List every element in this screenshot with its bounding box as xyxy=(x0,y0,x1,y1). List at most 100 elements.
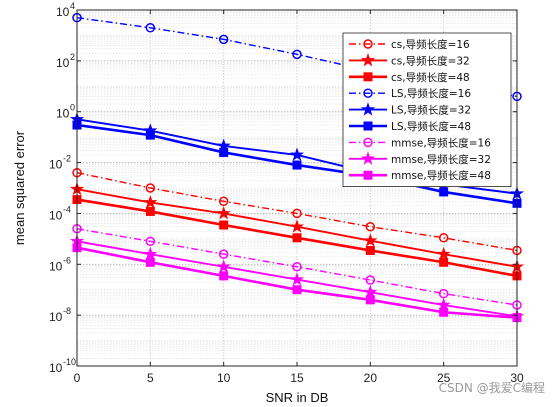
x-tick-label: 20 xyxy=(364,371,378,385)
y-tick-label-base: 10 xyxy=(49,361,63,375)
x-tick-label: 5 xyxy=(147,371,154,385)
data-point xyxy=(292,208,302,219)
y-tick-label-exponent: -8 xyxy=(63,306,71,316)
data-point xyxy=(143,195,158,209)
legend-label: cs,导频长度=48 xyxy=(391,71,470,84)
data-point xyxy=(216,259,231,273)
y-tick-label-exponent: 2 xyxy=(70,52,75,62)
y-tick-label: 10 -8 xyxy=(49,306,71,324)
legend-item: mmse,导频长度=16 xyxy=(349,136,491,149)
y-tick-label-exponent: 4 xyxy=(70,1,75,11)
legend-label: LS,导频长度=48 xyxy=(391,120,471,133)
legend-item: mmse,导频长度=32 xyxy=(349,151,491,166)
data-point xyxy=(436,246,451,261)
data-point xyxy=(218,196,229,207)
y-tick-label: 10 -10 xyxy=(49,357,76,375)
y-tick-label-base: 10 xyxy=(56,5,70,19)
y-tick-label: 10 4 xyxy=(56,1,75,19)
data-point xyxy=(292,262,302,272)
data-point xyxy=(438,233,449,243)
data-point xyxy=(289,219,305,233)
legend-item: cs,导频长度=32 xyxy=(349,52,470,67)
legend-label: cs,导频长度=32 xyxy=(391,54,470,67)
data-point xyxy=(439,307,449,317)
y-tick-label-exponent: -6 xyxy=(63,255,71,265)
y-tick-label-exponent: -4 xyxy=(63,204,71,214)
y-tick-label-exponent: -10 xyxy=(63,357,76,367)
legend-label: mmse,导频长度=16 xyxy=(391,136,491,149)
y-tick-label: 10 0 xyxy=(56,103,75,121)
data-point xyxy=(145,23,156,33)
x-tick-labels: 0 5 10 15 20 25 30 xyxy=(74,371,524,385)
y-tick-label-base: 10 xyxy=(56,107,70,121)
legend-marker xyxy=(363,39,373,49)
x-tick-label: 25 xyxy=(437,371,451,385)
data-point xyxy=(145,257,155,267)
data-point xyxy=(365,221,376,232)
legend-marker xyxy=(363,88,373,98)
y-tick-label: 10 2 xyxy=(56,52,75,70)
legend-marker xyxy=(360,102,376,116)
legend-marker xyxy=(363,121,373,131)
legend-label: mmse,导频长度=48 xyxy=(391,169,491,182)
data-point xyxy=(145,130,155,140)
y-tick-label-base: 10 xyxy=(56,56,70,70)
data-point xyxy=(145,206,155,216)
data-point xyxy=(439,257,449,267)
data-point xyxy=(292,233,302,243)
legend-item: mmse,导频长度=48 xyxy=(349,169,491,182)
x-axis-title: SNR in DB xyxy=(266,390,329,405)
legend-item: LS,导频长度=48 xyxy=(349,120,471,133)
data-point xyxy=(363,233,378,247)
data-point xyxy=(292,49,302,60)
series-group xyxy=(72,223,522,310)
data-point xyxy=(436,297,451,312)
data-point xyxy=(363,284,378,299)
y-tick-label-base: 10 xyxy=(49,259,63,273)
series-line xyxy=(76,172,518,252)
axis-ticks xyxy=(76,9,518,367)
data-point xyxy=(145,236,156,247)
legend: cs,导频长度=16 cs,导频长度=32 cs,导频长度=48 LS,导频长度=16… xyxy=(342,32,512,188)
legend-marker xyxy=(363,137,373,148)
series-group xyxy=(72,243,522,323)
legend-label: LS,导频长度=16 xyxy=(391,87,471,100)
y-tick-label: 10 -6 xyxy=(49,255,71,273)
x-tick-label: 0 xyxy=(74,371,81,385)
data-point xyxy=(365,295,375,305)
data-point xyxy=(365,275,376,285)
data-point xyxy=(143,246,158,261)
data-point xyxy=(289,147,305,161)
y-tick-label-exponent: 0 xyxy=(70,103,75,113)
series-line xyxy=(76,228,518,306)
legend-label: LS,导频长度=32 xyxy=(391,104,471,117)
legend-marker xyxy=(360,52,376,67)
x-tick-label: 10 xyxy=(217,371,231,385)
data-point xyxy=(365,245,375,255)
data-point xyxy=(218,34,229,45)
y-tick-label-base: 10 xyxy=(49,158,63,172)
x-tick-label: 15 xyxy=(290,371,304,385)
legend-marker xyxy=(360,151,376,165)
y-tick-label-exponent: -2 xyxy=(63,154,71,164)
data-point xyxy=(219,220,229,230)
legend-marker xyxy=(363,170,373,180)
data-point xyxy=(292,285,302,295)
legend-item: LS,导频长度=16 xyxy=(349,87,471,100)
y-tick-label: 10 -4 xyxy=(49,204,71,222)
y-tick-label-base: 10 xyxy=(49,208,63,222)
watermark-text: CSDN @我爱C编程 xyxy=(439,380,545,395)
data-point xyxy=(219,147,229,157)
data-point xyxy=(289,272,305,286)
data-point xyxy=(292,160,302,170)
legend-item: cs,导频长度=48 xyxy=(349,71,470,84)
legend-label: cs,导频长度=16 xyxy=(391,38,470,51)
y-axis-title: mean squared error xyxy=(12,130,27,245)
data-point xyxy=(216,206,231,220)
watermark: CSDN @我爱C编程 xyxy=(439,380,545,395)
x-tick-label: 30 xyxy=(510,371,524,385)
data-point xyxy=(145,183,156,193)
data-point xyxy=(218,249,229,259)
